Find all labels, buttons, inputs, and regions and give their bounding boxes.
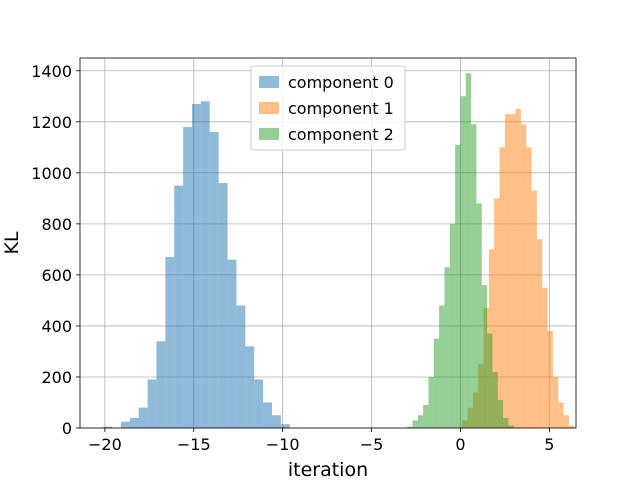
- y-tick-label: 200: [41, 368, 72, 387]
- x-tick-label: −10: [266, 435, 300, 454]
- histogram-bar: [254, 379, 264, 428]
- histogram-bar: [428, 376, 434, 428]
- histogram-bar: [494, 198, 500, 428]
- y-ticks: 0 200 400 600 800 1000 1200 1400: [31, 62, 80, 438]
- histogram-bar: [423, 405, 429, 428]
- histogram-bar: [558, 402, 564, 428]
- histogram-bar: [138, 407, 148, 428]
- histogram-bar: [499, 147, 505, 428]
- legend-label-component-1: component 1: [288, 99, 394, 118]
- histogram-bar: [439, 305, 445, 428]
- histogram-bar: [515, 109, 521, 428]
- histogram-bar: [476, 203, 482, 428]
- y-tick-label: 1200: [31, 113, 72, 132]
- x-tick-label: −5: [360, 435, 384, 454]
- histogram-bar: [156, 341, 166, 428]
- histogram-bar: [129, 417, 139, 428]
- histogram-bar: [227, 259, 237, 428]
- histogram-bar: [508, 425, 514, 428]
- histogram-bar: [460, 96, 466, 428]
- x-tick-label: −15: [177, 435, 211, 454]
- histogram-bar: [504, 114, 511, 428]
- x-tick-label: 0: [455, 435, 465, 454]
- series-component-0: [103, 101, 290, 429]
- histogram-bar: [200, 101, 210, 429]
- y-tick-label: 400: [41, 317, 72, 336]
- histogram-bar: [471, 124, 477, 429]
- y-tick-label: 0: [62, 419, 72, 438]
- x-axis-label: iteration: [288, 459, 368, 480]
- histogram-bar: [407, 426, 413, 428]
- histogram-bar: [449, 223, 456, 428]
- histogram-bar: [165, 257, 175, 428]
- histogram-bar: [531, 190, 537, 428]
- histogram-bar: [552, 376, 559, 428]
- legend-swatch-component-2: [259, 128, 279, 140]
- histogram-bar: [245, 346, 255, 428]
- histogram-bar: [520, 124, 527, 429]
- histogram-bar: [272, 415, 281, 428]
- histogram-bar: [263, 402, 272, 428]
- histogram-bar: [542, 287, 548, 428]
- x-tick-label: 5: [544, 435, 554, 454]
- histogram-bar: [526, 147, 532, 428]
- legend-swatch-component-1: [259, 102, 279, 114]
- histogram-bar: [209, 132, 219, 428]
- histogram-bar: [218, 183, 228, 428]
- histogram-bar: [174, 185, 184, 428]
- legend-box: [250, 65, 406, 151]
- histogram-bar: [568, 425, 575, 428]
- histogram-bar: [280, 424, 290, 428]
- histogram-bar: [455, 144, 461, 429]
- legend: component 0 component 1 component 2: [250, 65, 406, 151]
- legend-swatch-component-0: [259, 76, 279, 88]
- histogram-bar: [192, 103, 201, 429]
- y-tick-label: 600: [41, 266, 72, 285]
- axes-frame: [79, 57, 577, 429]
- legend-label-component-2: component 2: [288, 125, 394, 144]
- histogram-bar: [536, 239, 543, 428]
- x-ticks: −20 −15 −10 −5 0 5: [88, 428, 554, 454]
- histogram-bar: [183, 126, 192, 429]
- y-axis-label: KL: [1, 231, 23, 254]
- histogram-bars: [103, 73, 575, 429]
- histogram-bar: [510, 114, 516, 428]
- histogram-bar: [236, 305, 246, 428]
- histogram-bar: [120, 421, 130, 428]
- histogram-bar: [487, 333, 493, 428]
- y-tick-label: 1400: [31, 62, 72, 81]
- histogram-bar: [503, 417, 509, 428]
- series-component-2: [407, 73, 514, 429]
- histogram-bar: [417, 415, 424, 428]
- histogram-bar: [444, 267, 450, 428]
- histogram-bar: [465, 73, 472, 428]
- y-tick-label: 800: [41, 215, 72, 234]
- histogram-bar: [492, 371, 498, 428]
- x-tick-label: −20: [88, 435, 122, 454]
- y-tick-label: 1000: [31, 164, 72, 183]
- histogram-bar: [103, 426, 112, 428]
- histogram-bar: [497, 399, 504, 428]
- histogram-bar: [433, 338, 440, 428]
- legend-label-component-0: component 0: [288, 73, 394, 92]
- histogram-bar: [147, 379, 157, 428]
- histogram-bar: [412, 420, 418, 428]
- histogram-bar: [481, 285, 488, 428]
- histogram-bar: [547, 331, 553, 428]
- histogram-bar: [563, 415, 569, 428]
